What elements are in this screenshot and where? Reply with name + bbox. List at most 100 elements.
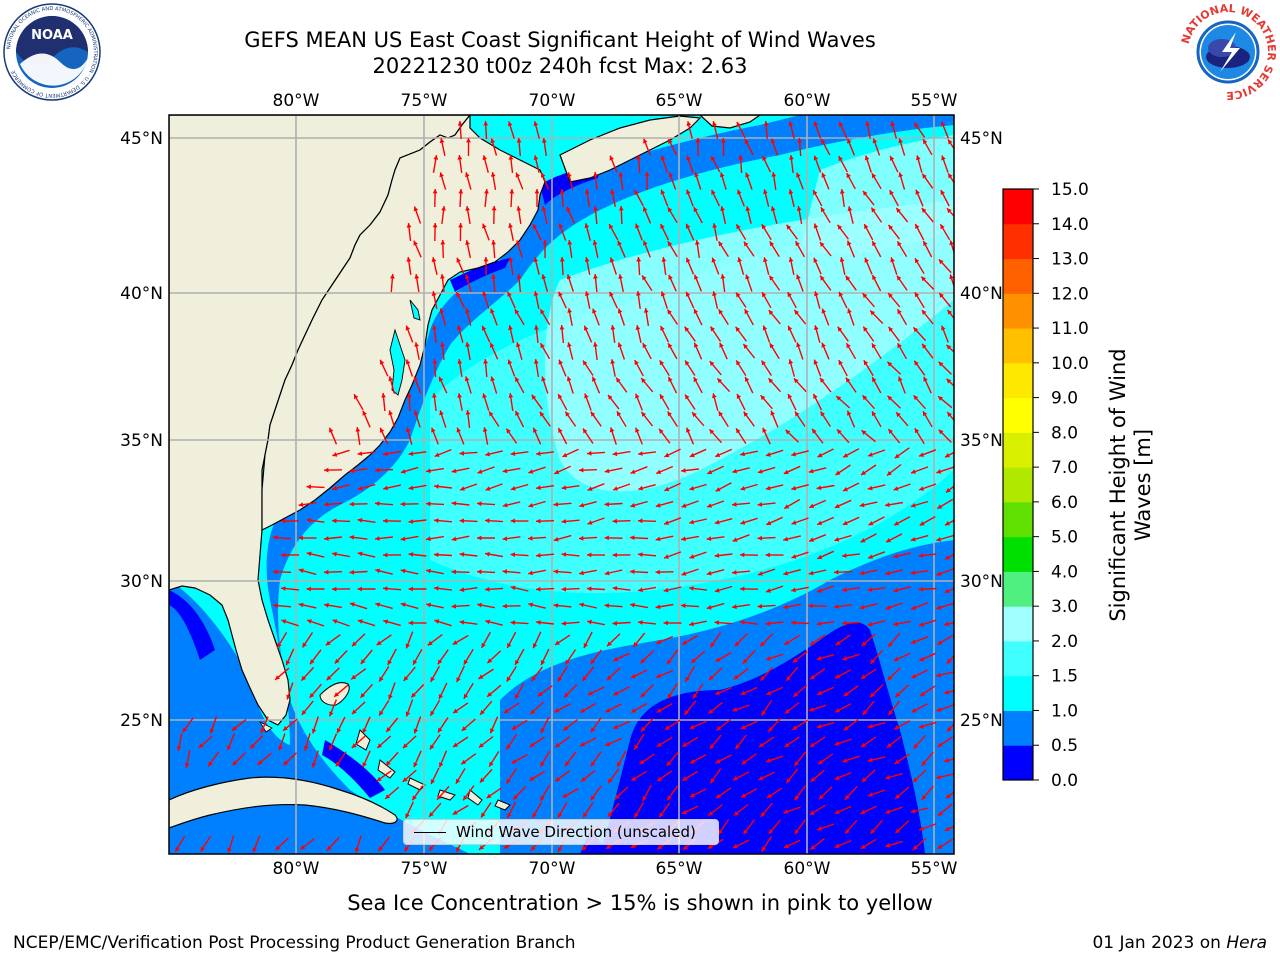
wave-direction-arrowhead <box>553 569 559 574</box>
wave-direction-arrowhead <box>408 451 414 456</box>
wave-direction-arrowhead <box>656 673 662 678</box>
wave-direction-arrowhead <box>440 274 445 279</box>
wave-direction-arrowhead <box>783 843 789 849</box>
wave-direction-arrowhead <box>861 641 867 646</box>
wave-direction-arrowhead <box>515 693 520 699</box>
wave-direction-arrowhead <box>745 172 750 178</box>
wave-direction-arrowhead <box>740 451 745 457</box>
wave-direction-arrowhead <box>783 809 789 814</box>
wave-direction-arrowhead <box>938 361 944 367</box>
wave-direction-arrowhead <box>375 467 380 473</box>
wave-direction-arrowhead <box>736 428 741 434</box>
wave-direction-arrowhead <box>793 692 799 697</box>
wave-direction-arrowhead <box>706 570 712 576</box>
wave-direction-arrowhead <box>871 207 876 213</box>
wave-direction-arrowhead <box>743 241 749 247</box>
wave-direction-arrowhead <box>482 155 488 161</box>
wave-direction-arrowhead <box>762 155 767 161</box>
wave-direction-arrowhead <box>528 503 534 508</box>
wave-direction-arrowhead <box>865 121 870 126</box>
wave-direction-arrowhead <box>715 452 721 457</box>
colorbar-label-line2: Waves [m] <box>1131 429 1155 541</box>
wave-direction-arrowhead <box>610 359 615 364</box>
wave-direction-arrowhead <box>502 536 508 541</box>
wave-direction-arrowhead <box>618 172 624 177</box>
footer-host: Hera <box>1226 933 1267 953</box>
wave-direction-arrowhead <box>914 122 919 128</box>
wave-direction-arrowhead <box>868 792 873 797</box>
wave-direction-arrowhead <box>408 552 414 557</box>
wave-direction-arrowhead <box>738 155 744 160</box>
wave-direction-arrowhead <box>583 643 588 648</box>
wave-direction-arrowhead <box>490 376 495 382</box>
wave-direction-arrowhead <box>791 451 797 457</box>
wave-direction-arrowhead <box>487 692 492 697</box>
wave-direction-arrowhead <box>408 620 413 626</box>
wave-direction-arrowhead <box>606 675 612 681</box>
wave-direction-arrowhead <box>685 291 691 297</box>
wave-direction-arrowhead <box>375 568 381 574</box>
wave-direction-arrowhead <box>914 292 920 298</box>
wave-direction-arrowhead <box>584 291 590 296</box>
wave-direction-arrowhead <box>351 743 357 748</box>
wave-direction-arrowhead <box>376 640 382 646</box>
wave-direction-arrowhead <box>610 189 615 194</box>
wave-direction-arrowhead <box>757 469 763 474</box>
wave-direction-arrowhead <box>660 155 666 161</box>
wave-direction-arrowhead <box>227 745 232 751</box>
wave-direction-arrowhead <box>718 829 723 835</box>
wave-direction-arrowhead <box>532 643 538 649</box>
map-title: GEFS MEAN US East Coast Significant Heig… <box>244 28 876 52</box>
lon-tick-label-bottom: 65°W <box>656 859 703 879</box>
wave-direction-arrowhead <box>915 189 920 195</box>
wave-direction-arrowhead <box>911 605 916 610</box>
wave-direction-arrowhead <box>634 812 639 818</box>
footer-date: 01 Jan 2023 on Hera <box>1092 933 1267 953</box>
wave-direction-arrowhead <box>861 470 866 475</box>
lat-tick-label-right: 30°N <box>960 572 1003 592</box>
wave-direction-arrowhead <box>668 343 673 349</box>
wave-direction-arrowhead <box>770 410 775 416</box>
wave-direction-arrowhead <box>587 690 593 696</box>
nws-logo: NATIONAL WEATHER SERVICE <box>1179 2 1278 102</box>
wave-direction-arrowhead <box>681 468 686 473</box>
wave-direction-arrowhead <box>426 568 431 574</box>
wave-direction-arrowhead <box>895 794 901 799</box>
wave-direction-arrowhead <box>332 551 337 557</box>
wave-direction-arrowhead <box>911 469 916 474</box>
wave-direction-arrowhead <box>864 224 869 230</box>
wave-direction-arrowhead <box>432 359 438 364</box>
wave-direction-arrowhead <box>355 427 361 432</box>
wave-direction-arrowhead <box>837 326 843 332</box>
wave-direction-arrowhead <box>868 554 873 559</box>
wave-direction-arrowhead <box>886 538 891 543</box>
wave-direction-arrowhead <box>482 393 487 399</box>
wave-direction-arrowhead <box>490 172 496 177</box>
wave-direction-arrowhead <box>617 342 623 348</box>
wave-direction-arrowhead <box>937 640 943 645</box>
wave-direction-arrowhead <box>898 376 903 382</box>
wave-direction-arrowhead <box>740 724 746 730</box>
wave-direction-arrowhead <box>923 376 928 382</box>
wave-direction-arrowhead <box>514 309 520 315</box>
wave-direction-arrowhead <box>920 691 925 696</box>
lat-tick-label-left: 35°N <box>120 431 163 451</box>
wave-direction-arrowhead <box>744 376 750 382</box>
lon-tick-label-top: 65°W <box>656 91 703 111</box>
wave-direction-arrowhead <box>795 241 800 247</box>
wave-direction-arrowhead <box>736 292 741 298</box>
wave-direction-arrowhead <box>534 189 540 194</box>
wave-direction-arrowhead <box>737 189 742 195</box>
wave-direction-arrowhead <box>796 342 801 348</box>
wave-direction-arrowhead <box>604 535 609 541</box>
wave-direction-arrowhead <box>768 726 774 732</box>
wave-direction-arrowhead <box>579 502 585 508</box>
wave-direction-arrowhead <box>744 139 749 144</box>
wave-direction-arrowhead <box>386 727 391 732</box>
wave-direction-arrowhead <box>613 724 619 729</box>
wave-direction-arrowhead <box>463 693 469 699</box>
wave-direction-arrowhead <box>400 536 406 542</box>
wave-direction-arrowhead <box>839 257 845 262</box>
wave-direction-arrowhead <box>298 568 304 574</box>
wave-direction-arrowhead <box>842 520 848 526</box>
